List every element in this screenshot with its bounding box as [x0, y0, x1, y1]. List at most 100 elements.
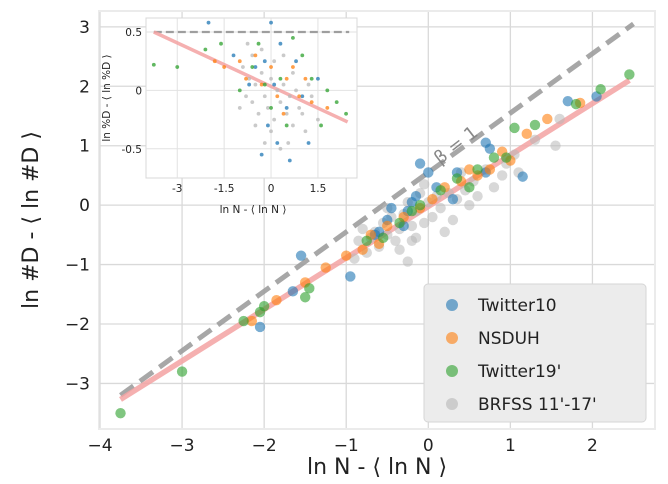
inset-reference-lines: [153, 30, 350, 124]
inset-point-twitter10: [284, 106, 289, 110]
inset-point-brfss-11-17-: [262, 141, 267, 145]
data-point-nsduh: [246, 315, 258, 327]
inset-point-nsduh: [284, 76, 289, 81]
inset-point-twitter19-: [291, 35, 295, 40]
inset-y-tick-labels: 0.5 0 -0.5: [122, 27, 143, 156]
inset-y-tick-label: 0: [135, 85, 142, 97]
inset-point-twitter10: [266, 123, 270, 128]
data-point-twitter10: [480, 137, 491, 148]
data-point-twitter19-: [624, 69, 635, 80]
data-point-brfss-11-17-: [418, 217, 430, 229]
data-point-twitter19-: [570, 98, 582, 110]
data-point-brfss-11-17-: [406, 220, 418, 232]
data-point-twitter19-: [377, 232, 389, 244]
main-y-axis-label: ln #D - ⟨ ln #D ⟩: [19, 131, 44, 309]
inset-point-brfss-11-17-: [253, 82, 258, 87]
inset-point-brfss-11-17-: [259, 70, 264, 75]
legend-marker: [446, 299, 458, 311]
inset-point-nsduh: [253, 53, 258, 58]
data-point-nsduh: [521, 128, 532, 140]
inset-y-tick-label: -0.5: [122, 144, 143, 156]
inset-point-brfss-11-17-: [245, 41, 250, 46]
data-point-twitter19-: [254, 306, 266, 318]
inset-point-twitter19-: [319, 123, 323, 128]
legend-label: NSDUH: [478, 329, 540, 349]
data-point-twitter19-: [304, 283, 315, 294]
inset-x-tick-labels: -3 -1.5 0 1.5: [172, 183, 326, 195]
data-point-brfss-11-17-: [357, 223, 368, 235]
legend-label: Twitter10: [477, 296, 557, 316]
inset-point-brfss-11-17-: [303, 129, 308, 134]
data-point-brfss-11-17-: [349, 253, 360, 264]
data-point-twitter10: [386, 202, 397, 214]
inset-x-tick-label: -1.5: [214, 183, 235, 195]
data-point-nsduh: [484, 164, 496, 175]
inset-point-brfss-11-17-: [247, 76, 252, 81]
data-point-twitter19-: [509, 122, 520, 134]
inset-point-twitter19-: [300, 53, 305, 58]
data-point-brfss-11-17-: [464, 199, 475, 211]
main-x-tick-label: −1: [334, 436, 359, 456]
inset-point-brfss-11-17-: [266, 106, 270, 110]
data-point-nsduh: [464, 164, 475, 175]
inset-point-brfss-11-17-: [244, 94, 248, 99]
data-point-nsduh: [341, 250, 352, 261]
inset-point-brfss-11-17-: [250, 53, 255, 58]
inset-point-nsduh: [325, 106, 330, 110]
data-point-twitter19-: [451, 173, 463, 184]
inset-point-twitter19-: [219, 41, 223, 46]
inset-point-brfss-11-17-: [297, 106, 302, 110]
inset-point-twitter19-: [151, 62, 156, 67]
legend-marker: [446, 365, 458, 377]
main-x-tick-label: −4: [87, 436, 112, 456]
data-point-twitter19-: [406, 205, 418, 217]
main-y-tick-labels: −3 −2 −1 0 1 2 3: [65, 18, 90, 395]
inset-point-twitter10: [259, 152, 264, 157]
data-point-twitter19-: [529, 119, 541, 131]
data-point-twitter10: [345, 271, 356, 282]
inset-point-twitter10: [316, 76, 320, 81]
inset-x-tick-label: 0: [268, 183, 275, 195]
data-point-twitter19-: [394, 217, 405, 229]
inset-point-brfss-11-17-: [278, 146, 283, 151]
data-point-twitter10: [447, 194, 459, 205]
inset-point-nsduh: [275, 94, 280, 99]
main-x-tick-label: 1: [505, 436, 516, 456]
inset-point-twitter19-: [250, 65, 255, 69]
beta-one-dashed-line: [119, 21, 635, 398]
main-x-tick-label: −3: [170, 436, 195, 456]
inset-point-brfss-11-17-: [286, 141, 291, 145]
data-point-twitter10: [562, 95, 574, 107]
data-point-brfss-11-17-: [488, 182, 500, 193]
main-x-axis-label: ln N - ⟨ ln N ⟩: [307, 455, 447, 480]
data-point-twitter19-: [595, 84, 606, 95]
inset-point-twitter10: [269, 20, 273, 25]
inset-chart: -3 -1.5 0 1.5 0.5 0 -0.5 ln N - ⟨ ln N ⟩ ln %…: [101, 17, 358, 216]
inset-fit-line: [153, 30, 349, 124]
inset-point-nsduh: [309, 100, 314, 104]
inset-point-brfss-11-17-: [291, 123, 295, 128]
data-point-nsduh: [382, 220, 393, 232]
inset-point-twitter19-: [175, 65, 180, 69]
inset-point-nsduh: [291, 65, 295, 69]
inset-point-twitter19-: [309, 76, 314, 81]
inset-point-twitter19-: [278, 76, 283, 81]
inset-point-brfss-11-17-: [259, 47, 264, 52]
data-point-brfss-11-17-: [554, 113, 565, 125]
inset-y-axis-label: ln %D - ⟨ ln %D ⟩: [101, 54, 113, 141]
inset-point-brfss-11-17-: [300, 111, 305, 116]
data-point-brfss-11-17-: [529, 134, 541, 145]
legend-label: BRFSS 11'-17': [478, 395, 597, 415]
inset-point-brfss-11-17-: [306, 82, 311, 87]
data-point-twitter19-: [414, 199, 426, 211]
inset-point-brfss-11-17-: [294, 88, 298, 93]
inset-point-nsduh: [222, 65, 227, 69]
data-point-brfss-11-17-: [353, 235, 364, 246]
inset-point-brfss-11-17-: [287, 94, 292, 99]
main-x-tick-label: 2: [587, 436, 598, 456]
inset-point-brfss-11-17-: [284, 111, 289, 116]
data-point-twitter19-: [115, 407, 126, 419]
data-point-twitter19-: [464, 182, 475, 193]
inset-point-twitter10: [247, 82, 252, 87]
inset-point-nsduh: [297, 94, 302, 99]
